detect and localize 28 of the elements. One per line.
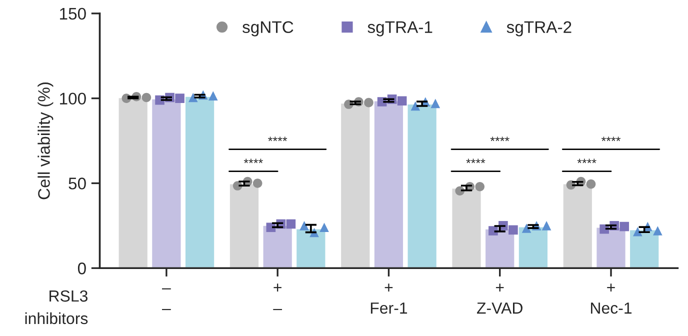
x-tick-label: + Fer-1: [370, 284, 408, 314]
bar: [340, 102, 372, 268]
x-tick-label: + Z-VAD: [476, 284, 522, 314]
y-tick-label: 50: [68, 178, 86, 190]
text: inhibitors: [25, 312, 88, 324]
bar: [450, 187, 482, 268]
legend-label: sgTRA-1: [368, 21, 432, 36]
x-tick-label: + Nec-1: [591, 284, 632, 314]
y-tick-label: 100: [60, 92, 86, 105]
y-axis-title: Cell viability (%): [38, 82, 54, 200]
annotation: ****: [466, 158, 486, 164]
bar: [373, 100, 404, 268]
annotation: ****: [577, 158, 596, 164]
text: RSL3: [50, 290, 88, 302]
annotation: ****: [268, 136, 288, 142]
annotation: ****: [244, 158, 263, 164]
x-tick-label: + –: [273, 284, 282, 310]
category-label: – –: [162, 288, 171, 310]
annotation: ****: [490, 136, 510, 142]
bar: [406, 103, 438, 268]
legend-label: sgNTC: [242, 21, 294, 36]
bar: [184, 95, 216, 268]
bar: [562, 182, 594, 268]
y-tick-label: 0: [78, 262, 86, 274]
annotation: ****: [601, 136, 621, 142]
y-tick-label: 150: [60, 8, 86, 20]
legend-label: sgTRA-2: [506, 21, 572, 36]
bar: [228, 182, 260, 268]
